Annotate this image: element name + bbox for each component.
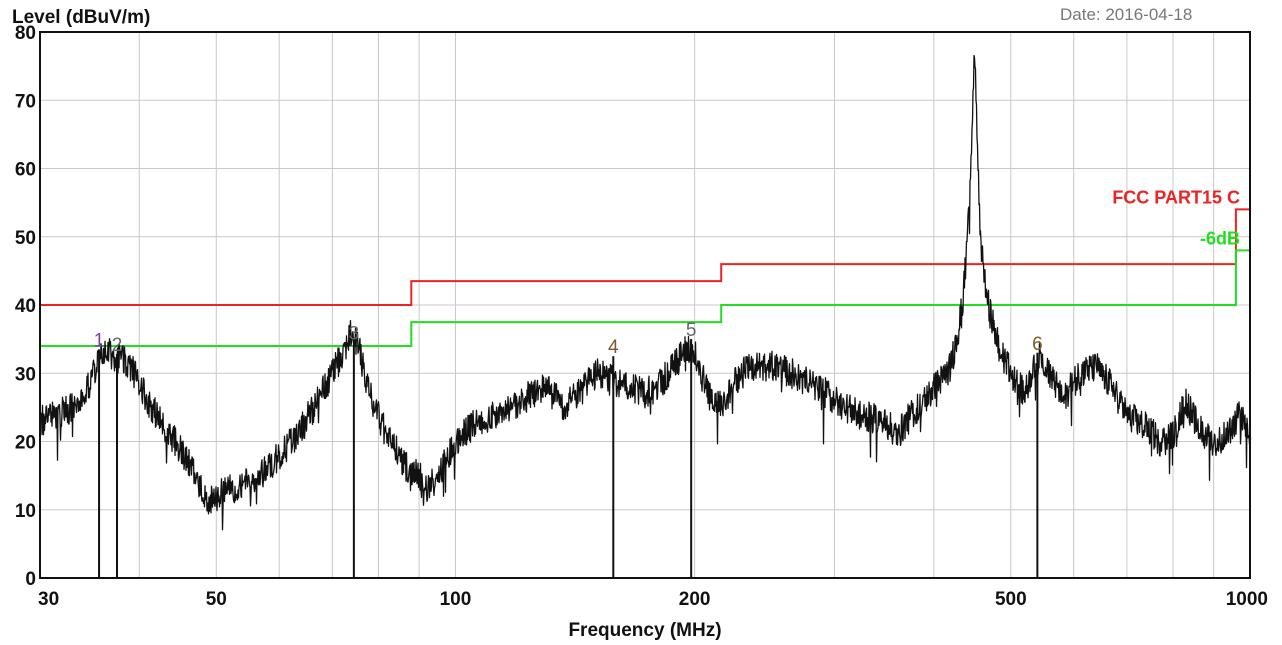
- limit-labels: FCC PART15 C -6dB: [1112, 187, 1240, 248]
- marker-label: 6: [1032, 334, 1043, 355]
- y-tick-label: 70: [15, 91, 36, 112]
- x-tick-label: 100: [440, 589, 472, 610]
- marker-label: 5: [686, 320, 697, 341]
- trace-line: [39, 54, 1252, 531]
- marker-label: 2: [112, 335, 123, 356]
- marker-label: 1: [94, 330, 105, 351]
- x-tick-label: 50: [206, 589, 227, 610]
- plot-frame: [39, 31, 1251, 579]
- marker-lines: [98, 339, 1039, 578]
- limit-line: [40, 249, 1250, 347]
- y-tick-label: 10: [15, 501, 36, 522]
- y-tick-label: 50: [15, 228, 36, 249]
- x-tick-label: 500: [995, 589, 1027, 610]
- marker-label: 3: [349, 324, 360, 345]
- limit-line: [40, 208, 1250, 306]
- limit-label-fcc: FCC PART15 C: [1112, 187, 1240, 207]
- x-axis-title: Frequency (MHz): [568, 620, 721, 641]
- limit-label-6db: -6dB: [1200, 228, 1240, 248]
- y-tick-label: 30: [15, 364, 36, 385]
- date-text: Date: 2016-04-18: [1060, 5, 1192, 24]
- y-tick-labels: 0 10 20 30 40 50 60 70 80: [15, 23, 36, 590]
- x-tick-label: 30: [38, 589, 59, 610]
- x-tick-label: 200: [679, 589, 711, 610]
- y-tick-label: 80: [15, 23, 36, 44]
- y-tick-label: 20: [15, 433, 36, 454]
- limit-lines: [40, 208, 1250, 347]
- emission-trace: [39, 54, 1252, 531]
- marker-labels: 1 2 3 4 5 6: [94, 320, 1043, 358]
- y-tick-label: 40: [15, 296, 36, 317]
- y-tick-label: 60: [15, 160, 36, 181]
- x-tick-labels: 30 50 100 200 500 1000: [38, 589, 1268, 610]
- y-tick-label: 0: [25, 569, 36, 590]
- marker-label: 4: [608, 337, 619, 358]
- x-tick-label: 1000: [1226, 589, 1268, 610]
- y-axis-title: Level (dBuV/m): [12, 7, 150, 28]
